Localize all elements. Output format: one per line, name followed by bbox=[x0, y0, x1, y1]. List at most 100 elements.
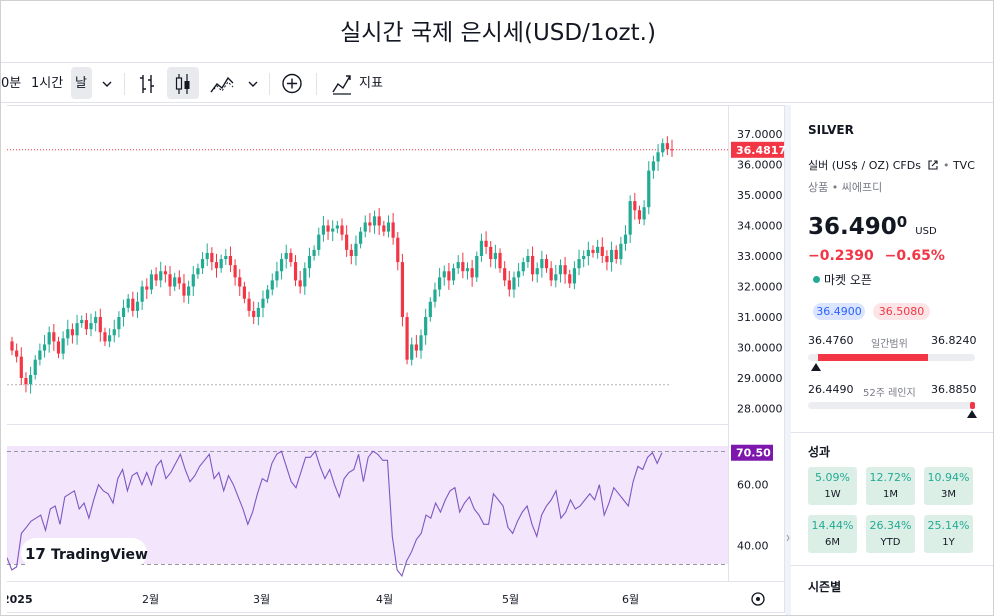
price-tick-label: 34.0000 bbox=[737, 220, 783, 233]
candle-body bbox=[410, 344, 414, 360]
candle-body bbox=[154, 274, 158, 281]
candle-body bbox=[438, 277, 442, 290]
candle-body bbox=[293, 262, 298, 281]
candle-body bbox=[461, 262, 465, 272]
candle-body bbox=[512, 277, 516, 290]
candle-body bbox=[205, 252, 209, 260]
price-chart[interactable]: 37.0000 36.0000 35.0000 34.0000 33.0000 32.00… bbox=[7, 106, 785, 614]
interval-1h-button[interactable]: 1시간 bbox=[31, 76, 64, 91]
candle-body bbox=[447, 271, 451, 281]
candle-body bbox=[605, 256, 609, 263]
candle-body bbox=[317, 234, 321, 250]
candles-style-icon[interactable] bbox=[173, 64, 193, 103]
candle-body bbox=[493, 252, 497, 260]
candle-body bbox=[108, 335, 112, 342]
candle-body bbox=[98, 317, 102, 333]
week52-range-fill bbox=[970, 402, 975, 409]
page-title: 실시간 국제 은시세(USD/1ozt.) bbox=[340, 20, 656, 46]
ask-badge: 36.5080 bbox=[873, 303, 930, 320]
section-divider bbox=[791, 432, 993, 433]
last-price-value: 36.490 bbox=[808, 214, 897, 240]
interval-day-button[interactable]: 날 bbox=[75, 76, 87, 91]
candle-body bbox=[465, 268, 470, 272]
candle-body bbox=[28, 374, 33, 385]
candle-body bbox=[242, 286, 246, 299]
interval-dropdown-chevron-icon[interactable] bbox=[100, 64, 114, 103]
candle-body bbox=[196, 268, 200, 275]
candle-body bbox=[609, 249, 614, 263]
price-currency: USD bbox=[915, 226, 937, 237]
candle-body bbox=[224, 256, 228, 260]
perf-6m[interactable]: 14.44% 6M bbox=[808, 515, 857, 553]
candle-body bbox=[112, 329, 116, 336]
chart-style-chevron-icon[interactable] bbox=[246, 64, 260, 103]
symbol-name[interactable]: SILVER bbox=[808, 123, 854, 137]
candle-body bbox=[238, 277, 242, 287]
candle-body bbox=[424, 317, 428, 336]
candle-body bbox=[442, 271, 446, 278]
candle-body bbox=[637, 210, 642, 220]
area-chart-style-icon[interactable] bbox=[209, 64, 235, 103]
price-tick-label: 35.0000 bbox=[737, 189, 783, 202]
candle-body bbox=[419, 335, 423, 351]
symbol-category: 상품 • 씨에프디 bbox=[808, 181, 883, 194]
candle-body bbox=[470, 268, 474, 278]
time-tick-label: 4월 bbox=[376, 593, 393, 606]
candle-body bbox=[549, 268, 553, 281]
candle-body bbox=[623, 234, 628, 244]
candle-body bbox=[568, 274, 572, 284]
symbol-description-text: 실버 (US$ / OZ) CFDs bbox=[808, 159, 921, 172]
candle-body bbox=[633, 201, 637, 211]
candle-body bbox=[340, 225, 344, 235]
candle-body bbox=[507, 280, 511, 290]
candle-body bbox=[591, 249, 595, 253]
candle-body bbox=[498, 252, 502, 269]
candle-body bbox=[521, 262, 525, 272]
indicators-button[interactable]: 지표 bbox=[359, 76, 383, 91]
perf-1m[interactable]: 12.72% 1M bbox=[866, 467, 915, 505]
symbol-category-label: 상품 bbox=[808, 181, 829, 194]
market-status-label: 마켓 오픈 bbox=[824, 273, 872, 287]
last-price-sup: 0 bbox=[896, 213, 908, 231]
toolbar-divider bbox=[124, 73, 125, 95]
candle-body bbox=[10, 341, 14, 351]
candles bbox=[7, 136, 728, 394]
interval-day-selected[interactable] bbox=[71, 67, 92, 99]
chart-area[interactable]: 37.0000 36.0000 35.0000 34.0000 33.0000 32.00… bbox=[7, 105, 785, 613]
candle-body bbox=[484, 240, 488, 247]
candle-body bbox=[321, 225, 326, 235]
title-bar: 실시간 국제 은시세(USD/1ozt.) bbox=[1, 1, 993, 63]
candle-body bbox=[214, 262, 219, 269]
sidebar-resize-handle[interactable] bbox=[785, 105, 791, 615]
tradingview-logo-icon: 17 bbox=[25, 545, 46, 563]
candle-body bbox=[540, 259, 544, 269]
perf-ytd[interactable]: 26.34% YTD bbox=[866, 515, 915, 553]
symbol-source[interactable]: TVC bbox=[952, 159, 975, 172]
external-link-icon[interactable] bbox=[927, 159, 939, 174]
candle-body bbox=[70, 329, 75, 336]
add-compare-icon[interactable] bbox=[281, 64, 303, 103]
candles-style-selected[interactable] bbox=[167, 67, 199, 99]
candle-body bbox=[451, 268, 456, 281]
candle-body bbox=[163, 271, 167, 275]
perf-1y[interactable]: 25.14% 1Y bbox=[924, 515, 973, 553]
perf-1w[interactable]: 5.09% 1W bbox=[808, 467, 857, 505]
watermark-text: TradingView bbox=[51, 547, 148, 563]
symbol-category2-label: 씨에프디 bbox=[841, 181, 883, 194]
price-tick-label: 28.0000 bbox=[737, 403, 783, 416]
chart-settings-icon[interactable] bbox=[751, 592, 765, 606]
candle-body bbox=[261, 298, 265, 308]
perf-3m[interactable]: 10.94% 3M bbox=[924, 467, 973, 505]
candle-body bbox=[228, 256, 233, 266]
candle-body bbox=[47, 332, 51, 345]
time-tick-label: 5월 bbox=[502, 593, 519, 606]
rsi-line bbox=[7, 450, 663, 578]
candle-body bbox=[312, 249, 316, 256]
bar-chart-style-icon[interactable] bbox=[137, 64, 157, 103]
candle-body bbox=[642, 207, 646, 220]
toolbar-divider bbox=[316, 73, 317, 95]
candle-body bbox=[94, 317, 98, 324]
interval-partial-button[interactable]: 0분 bbox=[1, 76, 22, 91]
indicators-icon[interactable] bbox=[331, 64, 353, 103]
